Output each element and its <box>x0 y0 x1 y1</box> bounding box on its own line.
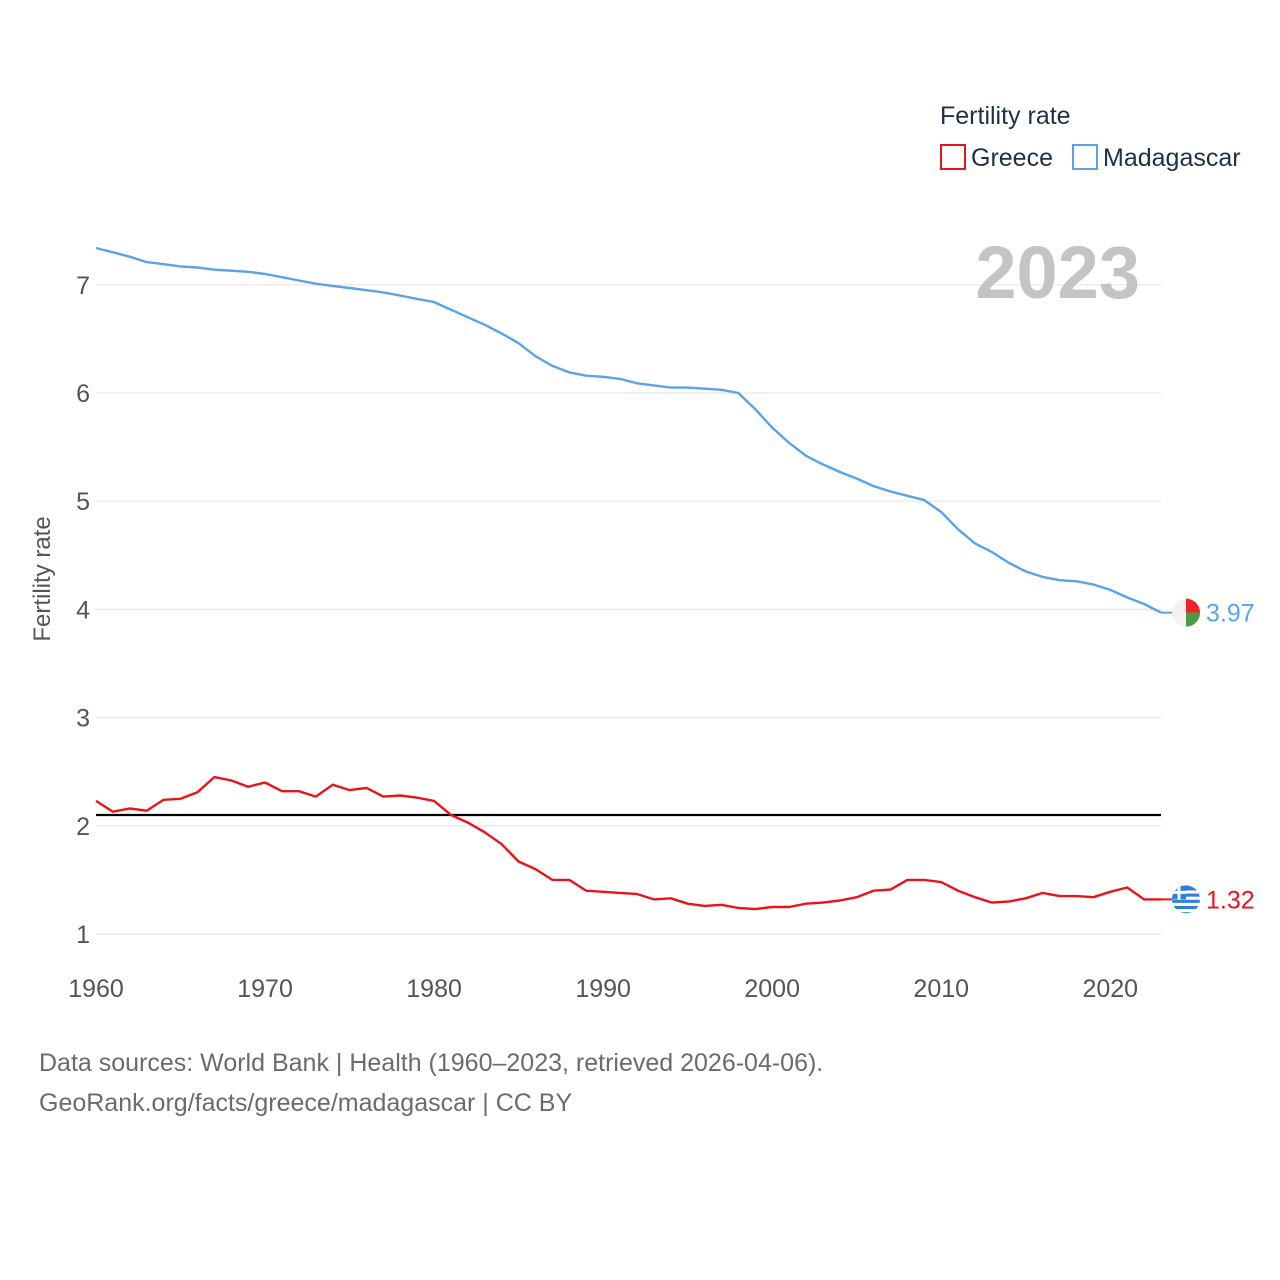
x-tick-label: 2010 <box>913 975 969 1003</box>
legend: Fertility rate Greece Madagascar <box>940 102 1241 172</box>
y-tick-label: 1 <box>76 921 90 949</box>
footer: Data sources: World Bank | Health (1960–… <box>39 1043 823 1123</box>
madagascar-end-value: 3.97 <box>1206 600 1255 628</box>
legend-swatch-greece[interactable] <box>940 144 966 170</box>
greece-end-marker: 1.32 <box>1161 885 1255 914</box>
series-line-madagascar[interactable] <box>95 246 1162 614</box>
x-tick-label: 1960 <box>68 975 124 1003</box>
y-axis-ticks: 1 2 3 4 5 6 7 <box>76 272 90 949</box>
y-axis-label: Fertility rate <box>29 516 56 641</box>
x-tick-label: 1990 <box>575 975 631 1003</box>
y-tick-label: 5 <box>76 488 90 516</box>
data-source-note: Data sources: World Bank | Health (1960–… <box>39 1049 824 1077</box>
x-tick-label: 2000 <box>744 975 800 1003</box>
y-tick-label: 6 <box>76 380 90 408</box>
series-line-greece[interactable] <box>95 775 1161 911</box>
x-tick-label: 2020 <box>1082 975 1138 1003</box>
year-label: 2023 <box>975 231 1140 314</box>
y-tick-label: 2 <box>76 813 90 841</box>
x-tick-label: 1980 <box>406 975 462 1003</box>
credit-link[interactable]: GeoRank.org/facts/greece/madagascar | CC… <box>39 1089 573 1117</box>
y-tick-label: 3 <box>76 705 90 733</box>
y-tick-label: 7 <box>76 272 90 300</box>
madagascar-end-marker: 3.97 <box>1161 598 1255 628</box>
x-tick-label: 1970 <box>237 975 293 1003</box>
legend-title: Fertility rate <box>940 102 1071 130</box>
legend-swatch-madagascar[interactable] <box>1072 144 1098 170</box>
x-axis-ticks: 1960 1970 1980 1990 2000 2010 2020 <box>68 975 1138 1003</box>
greece-flag-icon <box>1172 885 1200 914</box>
greece-end-value: 1.32 <box>1206 886 1255 914</box>
grid-lines <box>96 284 1161 935</box>
y-tick-label: 4 <box>76 596 90 624</box>
legend-label-greece[interactable]: Greece <box>971 144 1053 172</box>
legend-label-madagascar[interactable]: Madagascar <box>1103 144 1241 172</box>
madagascar-flag-icon <box>1172 598 1200 627</box>
